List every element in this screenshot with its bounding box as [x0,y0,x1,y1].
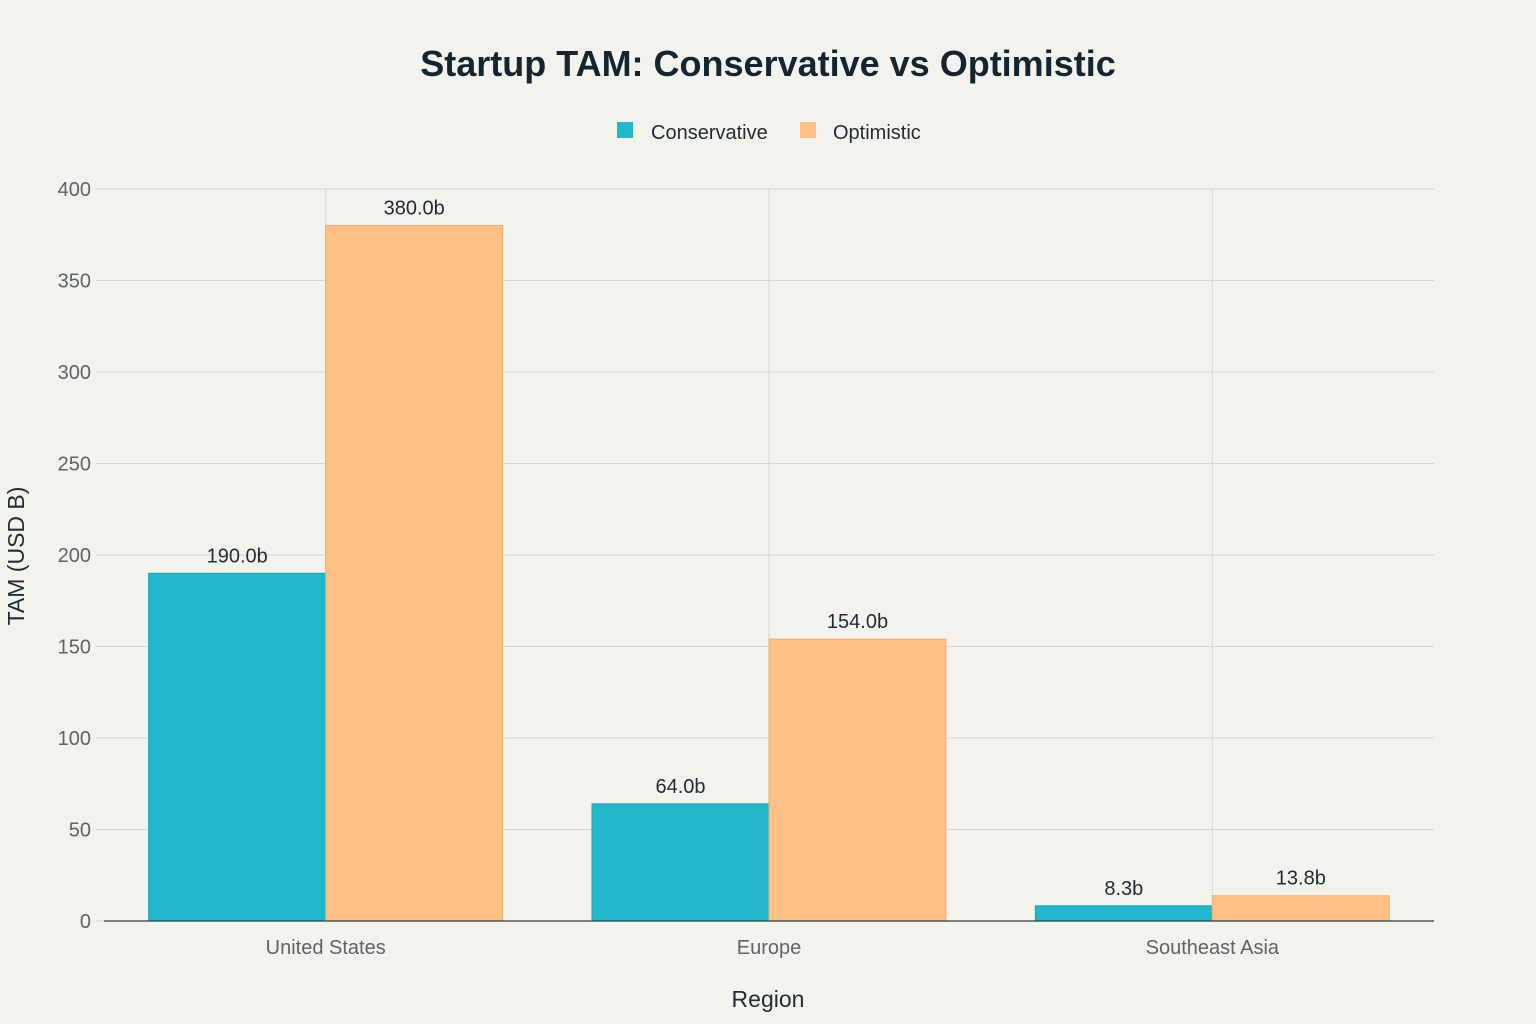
bar-optimistic-0 [325,225,504,922]
legend-label-optimistic: Optimistic [833,122,921,144]
x-tick-label-0: United States [266,937,386,959]
y-tick-label-150: 150 [58,637,91,659]
legend: Conservative Optimistic [617,122,921,144]
y-tick-label-100: 100 [58,728,91,750]
legend-label-conservative: Conservative [651,122,768,144]
y-tick-label-50: 50 [69,820,91,842]
chart-title: Startup TAM: Conservative vs Optimistic [420,43,1115,84]
x-axis: United States Europe Southeast Asia [104,920,1434,959]
data-label-optimistic-1: 154.0b [827,611,888,633]
x-tick-label-1: Europe [737,937,802,959]
x-tick-label-2: Southeast Asia [1146,937,1280,959]
bar-optimistic-1 [768,638,947,922]
y-tick-label-250: 250 [58,454,91,476]
data-label-conservative-0: 190.0b [207,545,268,567]
x-axis-title: Region [732,986,805,1012]
bars [148,225,1390,922]
y-axis-title: TAM (USD B) [3,487,29,626]
bar-conservative-1 [591,803,770,922]
bar-conservative-2 [1034,905,1213,922]
data-label-conservative-1: 64.0b [655,776,705,798]
y-tick-label-200: 200 [58,545,91,567]
y-tick-label-300: 300 [58,362,91,384]
bar-optimistic-2 [1211,895,1390,922]
data-label-optimistic-2: 13.8b [1276,868,1326,890]
y-axis: 0 50 100 150 200 250 300 350 400 [58,179,104,933]
y-tick-label-400: 400 [58,179,91,201]
data-label-conservative-2: 8.3b [1104,878,1143,900]
legend-swatch-conservative [617,122,633,138]
bar-conservative-0 [148,572,327,922]
y-tick-label-0: 0 [80,911,91,933]
y-tick-label-350: 350 [58,271,91,293]
data-labels: 190.0b 64.0b 8.3b 380.0b 154.0b 13.8b [207,198,1326,900]
data-label-optimistic-0: 380.0b [384,198,445,220]
legend-swatch-optimistic [800,122,816,138]
